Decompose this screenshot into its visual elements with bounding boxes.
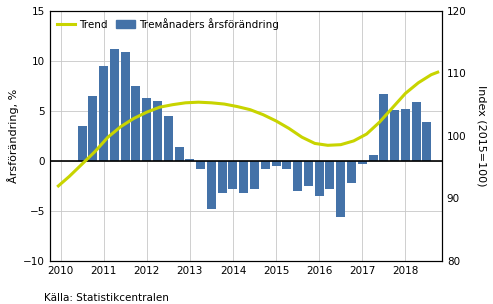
Bar xyxy=(412,102,421,161)
Bar xyxy=(261,161,270,169)
Bar xyxy=(164,116,173,161)
Bar xyxy=(185,159,194,161)
Bar xyxy=(390,110,399,161)
Bar xyxy=(228,161,238,189)
Y-axis label: Index (2015=100): Index (2015=100) xyxy=(476,85,486,187)
Bar xyxy=(325,161,334,189)
Bar xyxy=(99,66,108,161)
Bar xyxy=(121,52,130,161)
Bar xyxy=(207,161,216,209)
Bar xyxy=(282,161,291,169)
Bar xyxy=(336,161,345,217)
Bar xyxy=(293,161,302,191)
Bar xyxy=(217,161,227,193)
Y-axis label: Årsförändring, %: Årsförändring, % xyxy=(7,89,19,183)
Bar xyxy=(315,161,324,196)
Bar xyxy=(358,161,367,164)
Bar xyxy=(77,126,87,161)
Bar xyxy=(239,161,248,193)
Bar xyxy=(272,161,281,166)
Bar xyxy=(347,161,356,183)
Bar xyxy=(379,94,388,161)
Legend: Trend, Trемånaders årsförändring: Trend, Trемånaders årsförändring xyxy=(52,14,283,34)
Bar xyxy=(304,161,313,186)
Bar xyxy=(196,161,205,169)
Bar xyxy=(132,86,141,161)
Bar xyxy=(401,109,410,161)
Text: Källa: Statistikcentralen: Källa: Statistikcentralen xyxy=(44,293,169,303)
Bar xyxy=(153,101,162,161)
Bar xyxy=(110,49,119,161)
Bar xyxy=(368,155,378,161)
Bar xyxy=(142,98,151,161)
Bar xyxy=(88,96,98,161)
Bar xyxy=(250,161,259,189)
Bar xyxy=(175,147,183,161)
Bar xyxy=(423,122,431,161)
